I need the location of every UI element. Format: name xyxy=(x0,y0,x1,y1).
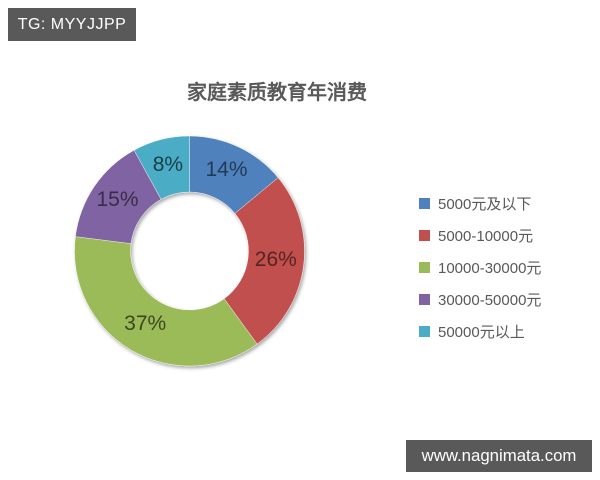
svg-text:14%: 14% xyxy=(205,158,247,181)
svg-text:26%: 26% xyxy=(255,248,297,271)
svg-text:15%: 15% xyxy=(96,188,138,211)
svg-text:8%: 8% xyxy=(153,153,183,176)
svg-text:37%: 37% xyxy=(124,312,166,335)
